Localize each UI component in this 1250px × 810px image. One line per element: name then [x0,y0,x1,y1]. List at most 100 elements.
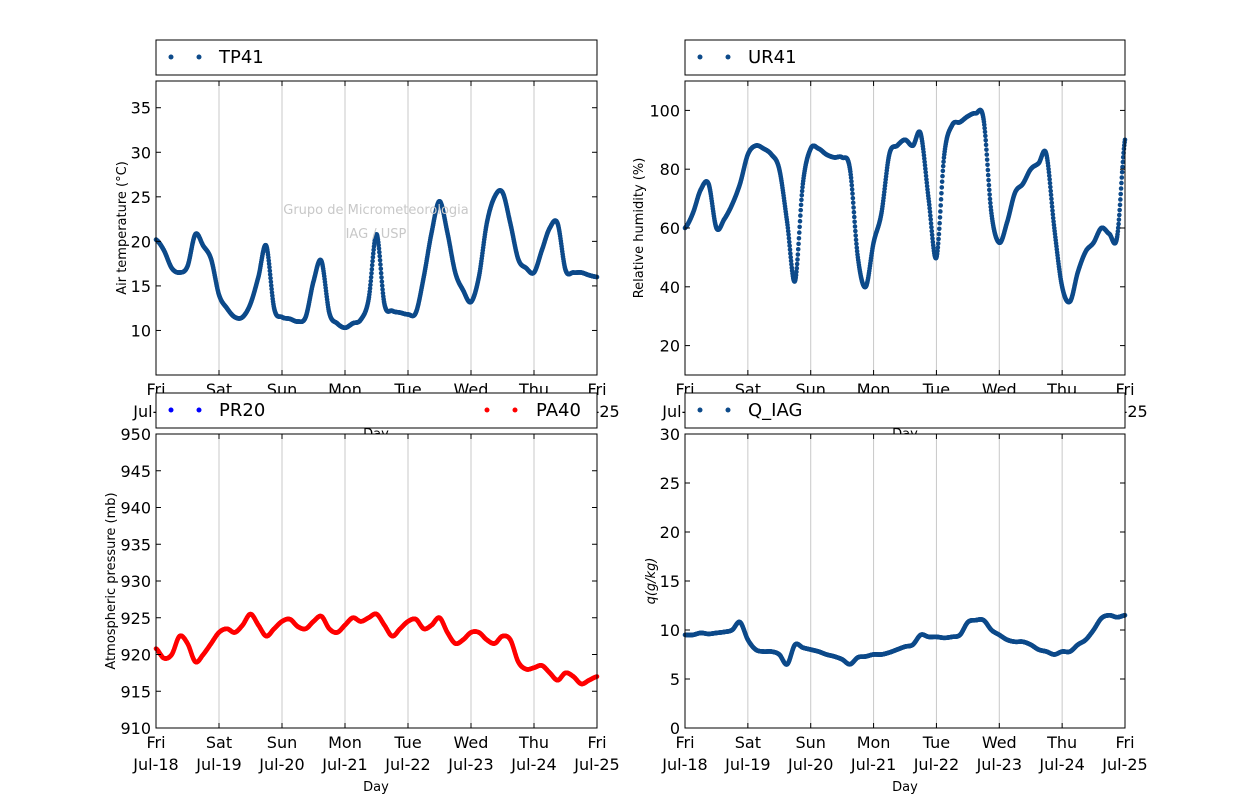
data-point [796,241,801,247]
data-point [981,122,987,127]
data-point [1047,177,1052,182]
y-axis-label: Relative humidity (%) [632,158,647,299]
data-point [937,220,942,226]
y-tick-label: 945 [120,462,151,481]
data-point [1048,184,1053,190]
data-point [928,217,934,222]
x-tick-date: Jul-22 [384,755,430,774]
data-point [987,192,992,197]
x-tick-date: Jul-19 [195,755,241,774]
legend-marker [168,54,174,60]
data-point [787,247,793,252]
data-point [852,224,858,229]
x-tick-day: Wed [454,733,489,752]
x-tick-date: Jul-25 [573,755,619,774]
x-tick-day: Fri [146,733,165,752]
grid [747,81,1063,375]
x-tick-day: Thu [518,733,549,752]
plot-area [156,434,597,728]
data-point [936,231,942,237]
data-point [799,197,804,203]
series-tp41 [153,188,600,331]
data-point [935,241,941,246]
data-point [1049,204,1055,210]
data-point [1118,191,1124,197]
series-q-iag [682,612,1128,667]
legend-box [155,39,598,76]
data-point [267,268,273,274]
data-point [1116,217,1122,222]
data-point [927,209,933,215]
plot-frame [155,80,598,376]
data-point [984,157,990,162]
data-point [849,187,855,192]
data-point [1050,208,1055,213]
data-point [1119,180,1124,186]
data-point [377,249,382,255]
data-point [983,133,988,139]
data-point [376,246,382,251]
data-point [940,163,946,169]
data-point [985,162,990,168]
data-point [929,228,935,234]
data-point [941,159,946,164]
data-point [380,287,385,292]
x-tick-date: Jul-18 [132,755,178,774]
data-point [852,219,857,225]
data-point [983,142,989,148]
watermark-line-2: IAG / USP [346,227,407,242]
data-point [851,205,856,210]
legend-box [684,39,1126,76]
y-tick-label: 940 [120,499,151,518]
data-point [788,258,794,264]
legend-marker [697,54,703,60]
data-point [370,251,376,256]
data-point [268,275,273,281]
data-point [370,258,375,264]
data-point [795,257,800,262]
series-ur41 [682,107,1128,305]
data-point [369,266,375,272]
data-point [786,232,791,237]
data-point [371,247,376,253]
legend-label: TP41 [218,47,264,68]
data-point [368,282,373,288]
grid [218,434,535,728]
data-point [268,279,274,285]
data-point [1119,175,1125,180]
data-point [854,245,860,251]
data-point [1120,164,1125,170]
data-point [928,221,934,226]
legend-marker [484,407,490,413]
legend-marker [196,407,202,413]
data-point [849,182,855,188]
data-point [378,266,384,272]
data-point [1048,188,1054,194]
data-point [1118,197,1123,202]
data-point [850,200,856,206]
plot-area [685,81,1125,375]
data-point [850,195,856,201]
data-point [1117,202,1123,208]
data-point [267,264,272,270]
data-point [1048,192,1054,198]
data-point [368,274,374,280]
data-point [1120,154,1126,160]
data-point [982,129,988,135]
data-point [928,213,933,218]
data-point [983,137,989,143]
data-point [786,239,792,245]
data-point [1049,200,1055,206]
data-point [797,218,803,224]
data-point [987,196,993,202]
data-point [936,226,942,232]
data-point [1050,212,1056,217]
x-tick-day: Fri [587,733,606,752]
y-tick-label: 910 [120,719,151,738]
data-point [378,270,384,276]
data-point [923,173,929,179]
x-ticks: FriJul-18SatJul-19SunJul-20MonJul-21TueJ… [132,434,620,774]
